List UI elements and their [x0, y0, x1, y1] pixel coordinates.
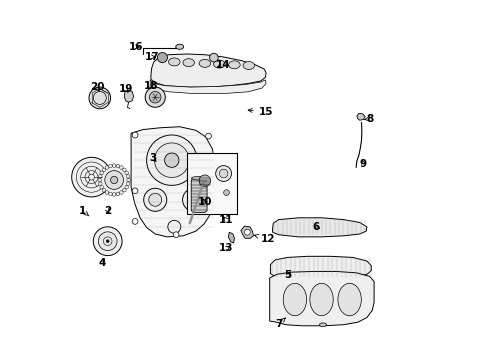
Circle shape [112, 164, 116, 167]
Circle shape [143, 188, 166, 211]
Circle shape [108, 192, 112, 196]
Circle shape [98, 175, 102, 178]
Circle shape [126, 178, 130, 182]
Ellipse shape [213, 60, 224, 68]
Circle shape [132, 219, 138, 224]
Circle shape [105, 191, 108, 194]
Text: 17: 17 [144, 52, 159, 62]
Polygon shape [228, 232, 234, 243]
Circle shape [89, 87, 110, 109]
Circle shape [100, 185, 103, 189]
Circle shape [215, 166, 231, 181]
Circle shape [244, 229, 250, 235]
Ellipse shape [191, 176, 206, 180]
Circle shape [98, 232, 117, 251]
Text: 4: 4 [99, 258, 106, 268]
Polygon shape [150, 80, 265, 94]
Polygon shape [241, 226, 253, 238]
Text: 7: 7 [274, 318, 285, 329]
Text: 9: 9 [359, 159, 366, 169]
Circle shape [145, 87, 165, 107]
Circle shape [104, 171, 123, 189]
Circle shape [120, 191, 123, 194]
Ellipse shape [337, 283, 361, 316]
Circle shape [102, 188, 105, 192]
Text: 1: 1 [79, 206, 89, 216]
Circle shape [126, 175, 130, 178]
Text: 5: 5 [284, 270, 291, 280]
Ellipse shape [228, 61, 240, 69]
Text: 14: 14 [215, 60, 230, 70]
Circle shape [98, 178, 102, 182]
Circle shape [110, 176, 118, 184]
Circle shape [122, 188, 126, 192]
Text: 8: 8 [364, 114, 373, 124]
Circle shape [116, 192, 120, 196]
Circle shape [116, 164, 120, 168]
Ellipse shape [319, 323, 326, 327]
Circle shape [173, 232, 179, 238]
Ellipse shape [243, 62, 254, 69]
Circle shape [167, 220, 181, 233]
Circle shape [187, 193, 200, 206]
Circle shape [199, 175, 210, 186]
Polygon shape [270, 256, 370, 279]
Circle shape [106, 240, 109, 243]
Text: 12: 12 [254, 234, 275, 244]
Circle shape [182, 188, 205, 211]
Circle shape [72, 157, 111, 197]
Circle shape [205, 133, 211, 139]
Circle shape [124, 185, 128, 189]
Circle shape [108, 164, 112, 168]
Circle shape [223, 190, 229, 195]
Text: 16: 16 [128, 42, 142, 52]
Text: 3: 3 [149, 153, 156, 163]
Text: 2: 2 [104, 206, 111, 216]
Ellipse shape [183, 59, 194, 67]
Circle shape [154, 143, 189, 177]
Circle shape [122, 168, 126, 172]
Circle shape [148, 193, 162, 206]
Text: 18: 18 [143, 81, 158, 91]
Circle shape [126, 182, 130, 185]
Circle shape [105, 166, 108, 169]
Circle shape [157, 53, 167, 63]
Text: 19: 19 [118, 84, 133, 94]
Circle shape [100, 171, 103, 175]
Text: 13: 13 [219, 243, 233, 253]
Text: 11: 11 [219, 215, 233, 225]
Circle shape [98, 182, 102, 185]
Polygon shape [151, 54, 265, 87]
Circle shape [112, 193, 116, 196]
Text: 20: 20 [89, 82, 104, 92]
Circle shape [132, 132, 138, 138]
Circle shape [208, 181, 214, 186]
Polygon shape [356, 113, 365, 120]
Polygon shape [186, 153, 237, 214]
Polygon shape [124, 90, 133, 102]
Text: 15: 15 [248, 107, 273, 117]
Circle shape [149, 91, 161, 103]
Circle shape [146, 135, 197, 185]
Circle shape [100, 166, 128, 194]
Polygon shape [269, 271, 373, 326]
Circle shape [209, 53, 218, 62]
Circle shape [93, 227, 122, 256]
Ellipse shape [309, 283, 332, 316]
Text: 6: 6 [312, 222, 320, 232]
Polygon shape [272, 218, 366, 237]
Text: 10: 10 [197, 197, 212, 207]
Polygon shape [131, 127, 216, 237]
Circle shape [120, 166, 123, 169]
Circle shape [132, 188, 138, 194]
Circle shape [219, 169, 227, 178]
Ellipse shape [283, 283, 306, 316]
Ellipse shape [175, 44, 183, 49]
Polygon shape [191, 177, 206, 212]
Circle shape [164, 153, 179, 167]
Circle shape [124, 171, 128, 175]
Ellipse shape [168, 58, 180, 66]
Ellipse shape [199, 59, 210, 67]
Circle shape [102, 168, 105, 172]
